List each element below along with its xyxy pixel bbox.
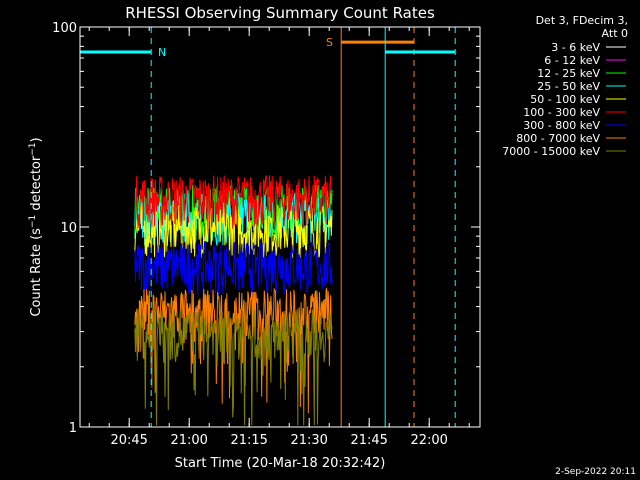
legend-header-line-1: Det 3, FDecim 3, [536,14,628,27]
x-tick-label: 21:15 [230,433,267,448]
x-ticks: 20:45 21:00 21:15 21:30 21:45 22:00 [88,27,470,448]
series-line [134,287,333,414]
series-line [134,240,333,296]
legend-entry-label: 25 - 50 keV [537,80,600,93]
x-tick-label: 21:30 [290,433,327,448]
legend-entry-label: 300 - 800 keV [523,119,600,132]
x-tick-label: 21:00 [170,433,207,448]
y-tick-label: 10 [60,221,77,236]
legend-entry-label: 7000 - 15000 keV [502,145,600,158]
x-tick-label: 22:00 [410,433,447,448]
legend-entry-label: 800 - 7000 keV [516,132,600,145]
night-label: N [158,46,166,59]
legend-header-line-2: Att 0 [602,27,628,40]
y-ticks: 1 10 100 [52,21,480,436]
legend-entry-label: 3 - 6 keV [551,41,600,54]
x-tick-label: 21:45 [350,433,387,448]
chart-title: RHESSI Observing Summary Count Rates [125,4,435,22]
series-line [134,174,333,229]
x-tick-label: 20:45 [110,433,147,448]
y-tick-label: 1 [69,421,77,436]
data-layer [134,174,333,426]
timestamp: 2-Sep-2022 20:11 [555,467,636,477]
x-axis-label: Start Time (20-Mar-18 20:32:42) [175,456,386,471]
saa-label: S [326,36,333,49]
legend-entry-label: 6 - 12 keV [544,54,600,67]
y-axis-label: Count Rate (s−1 detector−1) [28,137,44,316]
legend-entry-label: 12 - 25 keV [537,67,600,80]
legend-entry-label: 100 - 300 keV [523,106,600,119]
series-line [134,308,333,426]
legend-entry-label: 50 - 100 keV [530,93,600,106]
y-tick-label: 100 [52,21,77,36]
overlay-layer: NS [79,27,456,427]
